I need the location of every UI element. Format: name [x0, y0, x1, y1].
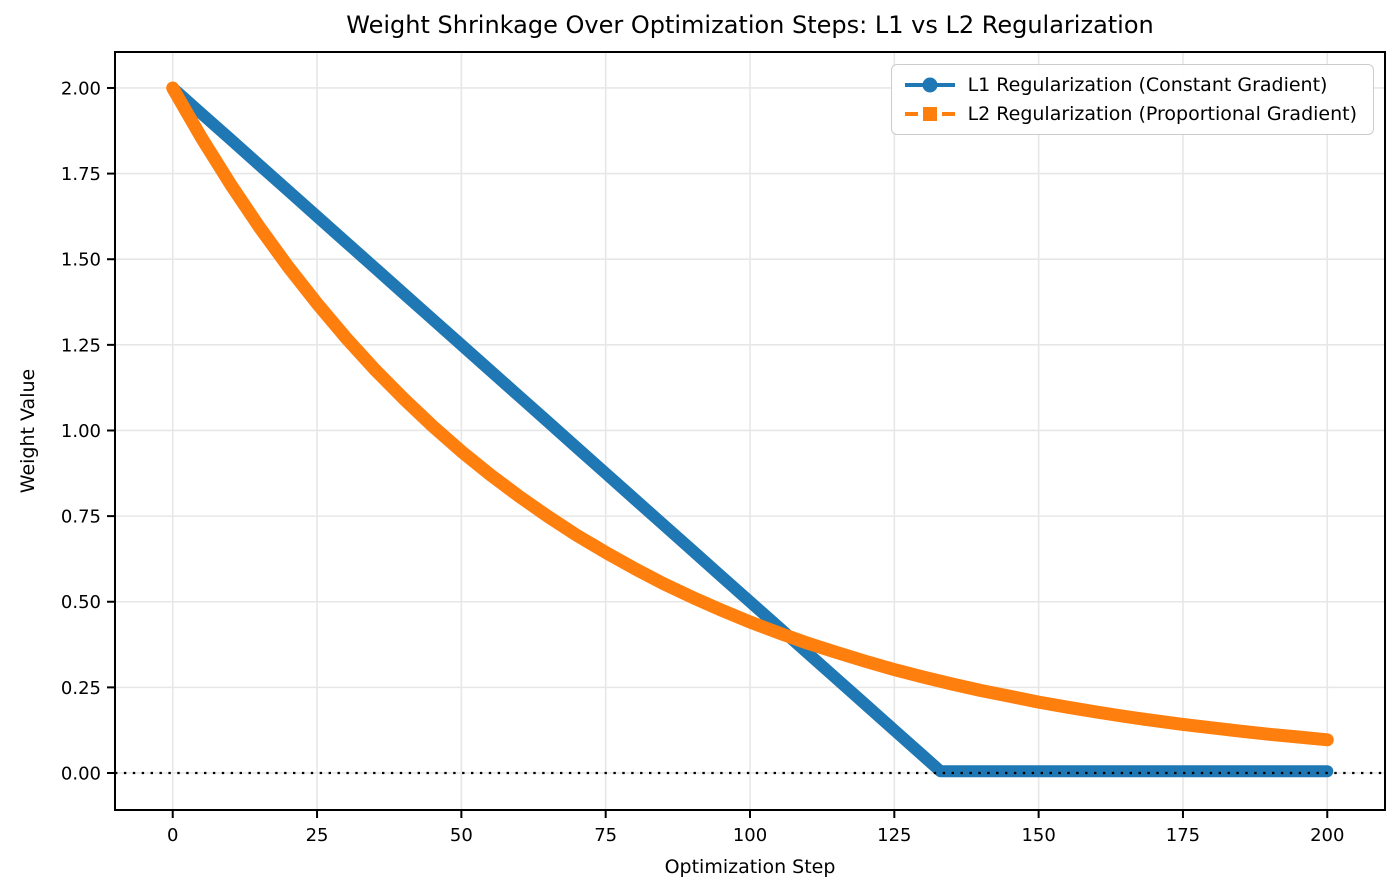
legend-item-l2: L2 Regularization (Proportional Gradient… [904, 103, 1357, 125]
tick-label: 200 [1310, 825, 1344, 846]
legend-item-l1: L1 Regularization (Constant Gradient) [904, 74, 1357, 96]
tick-label: 0.75 [61, 507, 101, 528]
tick-label: 1.50 [61, 250, 101, 271]
tick-label: 0 [167, 825, 178, 846]
tick-label: 1.75 [61, 164, 101, 185]
tick-label: 25 [306, 825, 329, 846]
legend-line-circle-sample-icon [904, 77, 955, 93]
tick-label: 50 [450, 825, 473, 846]
tick-label: 0.00 [61, 764, 101, 785]
legend-label-l1: L1 Regularization (Constant Gradient) [967, 74, 1328, 96]
series-line-l1 [166, 82, 1334, 778]
tick-label: 0.50 [61, 592, 101, 613]
legend-label-l2: L2 Regularization (Proportional Gradient… [967, 103, 1357, 125]
tick-label: 1.25 [61, 335, 101, 356]
tick-label: 0.25 [61, 678, 101, 699]
series-line-l2 [166, 81, 1334, 747]
chart-title: Weight Shrinkage Over Optimization Steps… [346, 11, 1154, 39]
tick-label: 100 [733, 825, 767, 846]
tick-label: 1.00 [61, 421, 101, 442]
legend: L1 Regularization (Constant Gradient) L2… [890, 64, 1374, 135]
tick-label: 150 [1021, 825, 1055, 846]
y-axis-label: Weight Value [17, 368, 39, 494]
tick-label: 175 [1166, 825, 1200, 846]
tick-label: 125 [877, 825, 911, 846]
x-axis-label: Optimization Step [664, 856, 836, 878]
tick-label: 75 [594, 825, 617, 846]
legend-line-square-sample-icon [904, 107, 955, 121]
tick-label: 2.00 [61, 78, 101, 99]
